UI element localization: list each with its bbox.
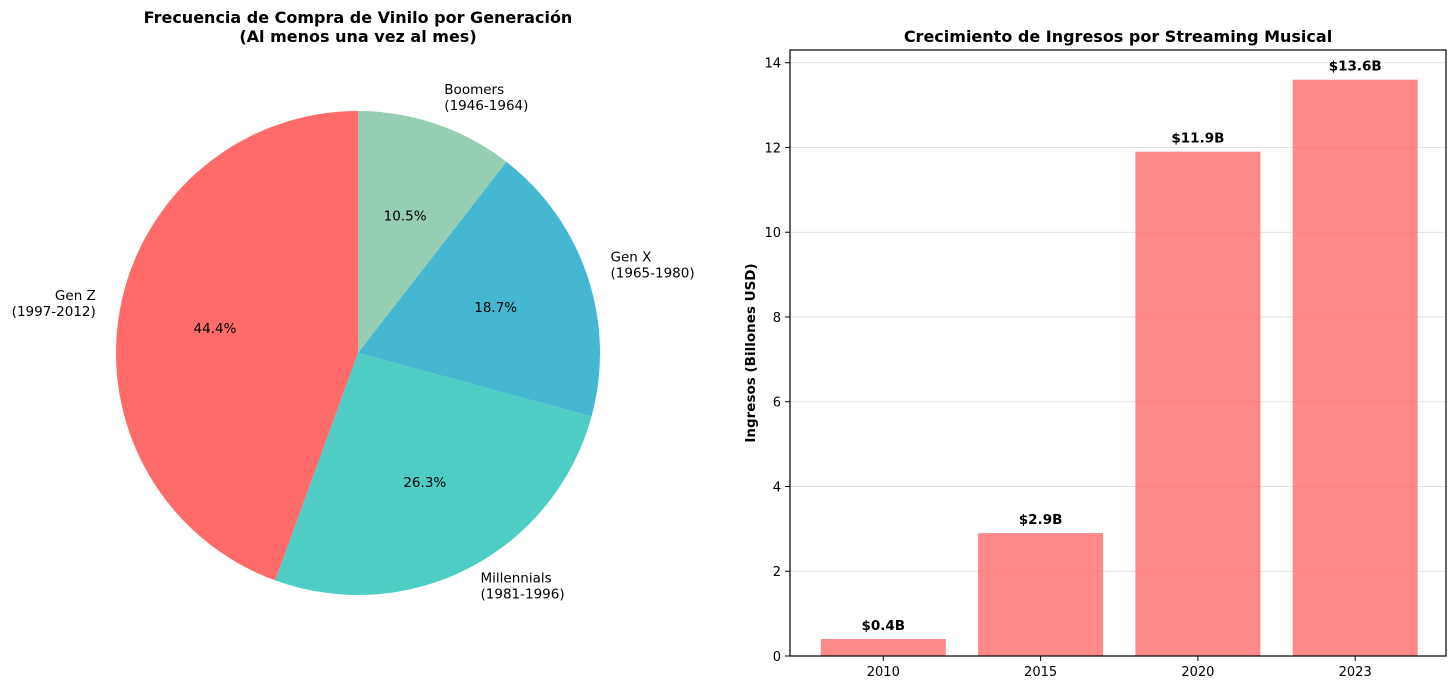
pie-slice-gen-x — [358, 161, 601, 417]
bar-bars — [820, 79, 1418, 656]
bar-value-label: $13.6B — [1329, 59, 1382, 75]
bar-title: Crecimiento de Ingresos por Streaming Mu… — [904, 27, 1332, 46]
pie-category-label: Boomers (1946-1964) — [444, 82, 528, 114]
pie-pct-label: 10.5% — [384, 209, 427, 225]
pie-category-label: Gen Z (1997-2012) — [12, 288, 96, 320]
pie-title: Frecuencia de Compra de Vinilo por Gener… — [144, 8, 573, 27]
pie-category-name: Gen Z — [55, 288, 96, 304]
bar-2010 — [820, 639, 946, 656]
pie-labels: 10.5% Boomers (1946-1964) 18.7% Gen X (1965-1… — [12, 82, 695, 602]
y-tick-label: 8 — [773, 311, 781, 326]
x-axis-ticks: 2010 2015 2020 2023 — [867, 656, 1372, 680]
y-axis-label: Ingresos (Billones USD) — [743, 263, 759, 442]
bar-value-labels: $0.4B $2.9B $11.9B $13.6B — [861, 59, 1381, 634]
x-tick-label: 2010 — [867, 665, 900, 680]
y-tick-label: 10 — [764, 226, 781, 241]
bar-value-label: $11.9B — [1171, 131, 1224, 147]
pie-chart: Frecuencia de Compra de Vinilo por Gener… — [12, 8, 695, 602]
pie-category-label: Millennials (1981-1996) — [481, 570, 565, 602]
pie-category-name: Gen X — [611, 250, 652, 266]
pie-subtitle: (Al menos una vez al mes) — [239, 27, 476, 46]
bar-value-label: $2.9B — [1019, 512, 1063, 528]
pie-pct-label: 44.4% — [194, 321, 237, 337]
bar-2023 — [1292, 79, 1418, 656]
pie-category-range: (1981-1996) — [481, 586, 565, 602]
y-tick-label: 4 — [773, 480, 781, 495]
plot-frame — [789, 49, 1447, 657]
x-tick-label: 2015 — [1024, 665, 1057, 680]
pie-slice-millennials — [275, 353, 592, 596]
x-tick-label: 2023 — [1339, 665, 1372, 680]
pie-pct-label: 18.7% — [474, 300, 517, 316]
y-tick-label: 0 — [773, 650, 781, 665]
pie-category-range: (1946-1964) — [444, 98, 528, 114]
y-tick-label: 14 — [764, 57, 781, 72]
pie-slice-boomers — [358, 111, 507, 353]
pie-pct-label: 26.3% — [403, 475, 446, 491]
y-axis-ticks: 0 2 4 6 8 10 12 14 — [764, 57, 790, 665]
bar-chart: Crecimiento de Ingresos por Streaming Mu… — [743, 27, 1447, 680]
y-tick-label: 6 — [773, 396, 781, 411]
pie-category-name: Boomers — [444, 82, 504, 98]
y-tick-label: 12 — [764, 141, 781, 156]
y-tick-label: 2 — [773, 565, 781, 580]
pie-category-label: Gen X (1965-1980) — [611, 250, 695, 282]
pie-slice-gen-z — [115, 111, 358, 581]
pie-slices — [115, 111, 601, 596]
pie-category-range: (1965-1980) — [611, 266, 695, 282]
bar-2020 — [1135, 151, 1261, 656]
bar-value-label: $0.4B — [861, 618, 905, 634]
pie-category-name: Millennials — [481, 570, 552, 586]
pie-category-range: (1997-2012) — [12, 304, 96, 320]
bar-2015 — [978, 533, 1104, 656]
x-tick-label: 2020 — [1181, 665, 1214, 680]
